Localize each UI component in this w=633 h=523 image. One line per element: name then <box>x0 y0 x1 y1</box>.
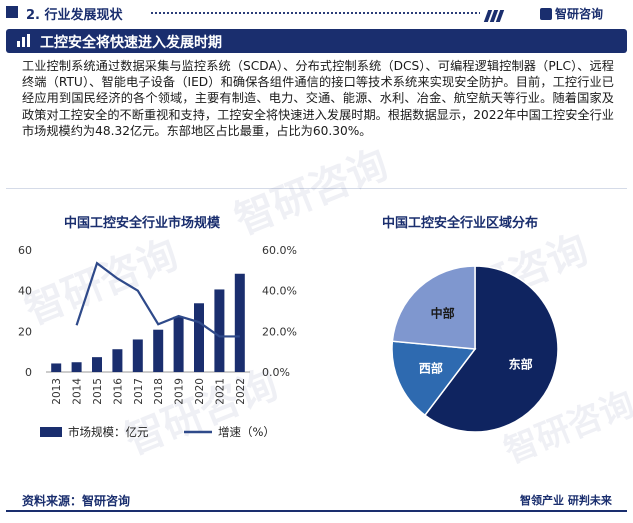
watermark: 智研咨询 <box>228 141 395 245</box>
x-tick-label: 2015 <box>92 378 104 405</box>
x-tick-label: 2013 <box>51 378 63 405</box>
bar <box>173 316 184 372</box>
x-tick-label: 2018 <box>153 378 165 405</box>
headline-title: 工控安全将快速进入发展时期 <box>40 35 222 51</box>
pie-slice-label: 中部 <box>431 305 455 320</box>
y-left-tick-label: 20 <box>18 325 32 338</box>
section-title: 2. 行业发展现状 <box>26 8 123 23</box>
pie-slice-label: 西部 <box>419 360 443 375</box>
dotted-divider <box>150 11 480 15</box>
y-left-tick-label: 60 <box>18 244 32 257</box>
brand-name: 智研咨询 <box>555 7 604 21</box>
x-tick-label: 2019 <box>174 378 186 405</box>
x-tick-label: 2020 <box>194 378 206 405</box>
y-right-tick-label: 20.0% <box>262 325 297 338</box>
y-left-tick-label: 40 <box>18 285 32 298</box>
bar <box>51 363 62 372</box>
market-size-chart: 0 20 40 60 0.0% 20.0% 40.0% 60.0% 2013 2014 2015 20… <box>18 244 297 439</box>
pie-chart-title: 中国工控安全行业区域分布 <box>382 216 539 231</box>
footer-rule <box>6 510 627 512</box>
brand-logo: 智研咨询 <box>540 5 603 22</box>
y-right-tick-label: 0.0% <box>262 366 290 379</box>
stripe-decoration <box>483 7 505 26</box>
y-right-tick-label: 60.0% <box>262 244 297 257</box>
bar <box>194 303 204 372</box>
chart-bars-icon <box>17 34 30 47</box>
x-tick-label: 2021 <box>214 378 226 405</box>
brand-mark-icon <box>540 8 552 20</box>
y-left-tick-label: 0 <box>25 366 32 379</box>
x-tick-label: 2014 <box>72 378 84 405</box>
data-source: 资料来源：智研咨询 <box>22 494 131 508</box>
bar <box>153 329 164 372</box>
region-distribution-chart: 东部 西部 中部 <box>391 265 559 433</box>
top-bar: 2. 行业发展现状 智研咨询 <box>0 0 633 26</box>
x-tick-label: 2017 <box>133 378 145 405</box>
intro-paragraph: 工业控制系统通过数据采集与监控系统（SCDA）、分布式控制系统（DCS）、可编程… <box>22 59 614 138</box>
bar <box>234 273 245 372</box>
y-right-tick-label: 40.0% <box>262 285 297 298</box>
pie-slice-label: 东部 <box>509 356 533 371</box>
bar <box>112 349 123 372</box>
x-tick-label: 2016 <box>112 378 124 405</box>
legend-line-label: 增速（%） <box>218 425 275 439</box>
x-tick-label: 2022 <box>235 378 247 405</box>
pie-slice <box>423 265 559 433</box>
legend-bar-swatch <box>40 427 62 437</box>
bar <box>92 357 102 372</box>
bar <box>214 289 225 372</box>
section-divider <box>6 188 627 189</box>
slogan: 智领产业 研判未来 <box>520 494 612 507</box>
section-marker-icon <box>6 6 18 18</box>
bar <box>132 339 143 372</box>
pie-slice <box>391 265 476 350</box>
bar-chart-title: 中国工控安全行业市场规模 <box>64 216 221 231</box>
bar <box>71 362 82 372</box>
pie-slice <box>391 340 477 417</box>
legend-bar-label: 市场规模：亿元 <box>68 425 149 439</box>
headline-banner: 工控安全将快速进入发展时期 <box>6 29 627 53</box>
